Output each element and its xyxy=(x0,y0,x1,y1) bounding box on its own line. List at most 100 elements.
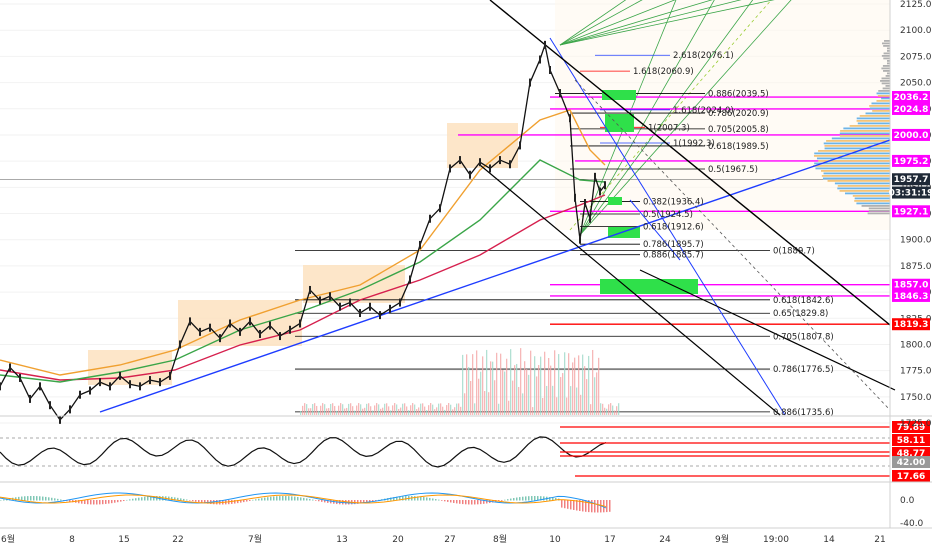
volume-bar xyxy=(616,406,618,415)
volume-bar xyxy=(496,352,498,415)
volume-bar xyxy=(448,403,450,415)
price-candle xyxy=(549,65,551,74)
volume-bar xyxy=(376,403,378,415)
profile-bar xyxy=(881,82,890,85)
macd-histogram-bar xyxy=(276,496,278,501)
fib-level-label: 0.786(1776.5) xyxy=(773,365,834,375)
profile-bar xyxy=(859,115,890,117)
profile-bar xyxy=(868,210,890,212)
macd-histogram-bar xyxy=(480,500,482,505)
macd-histogram-bar xyxy=(402,496,404,501)
macd-histogram-bar xyxy=(486,500,488,504)
macd-histogram-bar xyxy=(588,500,590,513)
price-candle xyxy=(9,363,11,372)
volume-bar xyxy=(618,403,620,415)
price-candle xyxy=(449,164,451,173)
profile-bar xyxy=(883,52,890,55)
macd-histogram-bar xyxy=(498,500,500,502)
macd-histogram-bar xyxy=(576,500,578,511)
profile-bar xyxy=(887,60,890,62)
macd-histogram-bar xyxy=(555,497,557,501)
rsi-tag xyxy=(892,470,930,482)
macd-signal-line xyxy=(0,494,607,508)
macd-histogram-bar xyxy=(294,496,296,501)
fib-level-label: 0(1889.7) xyxy=(773,246,815,256)
macd-histogram-bar xyxy=(396,496,398,501)
volume-bar xyxy=(576,387,578,415)
macd-histogram-bar xyxy=(471,500,473,505)
macd-histogram-bar xyxy=(579,500,581,512)
price-tag-label: 2024.8 xyxy=(894,105,929,115)
volume-bar xyxy=(578,355,580,415)
macd-histogram-bar xyxy=(291,496,293,501)
volume-bar xyxy=(462,354,464,415)
macd-histogram-bar xyxy=(93,500,95,505)
volume-bar xyxy=(520,348,522,415)
macd-histogram-bar xyxy=(279,496,281,501)
rsi-tag xyxy=(892,421,930,433)
time-tick-label: 14 xyxy=(823,535,835,545)
fan-line-lower xyxy=(579,0,677,236)
fan-line-lower xyxy=(579,0,715,236)
volume-bar xyxy=(548,358,550,415)
macd-histogram-bar xyxy=(477,500,479,505)
price-tag-label: 2036.2 xyxy=(894,93,929,103)
volume-bar xyxy=(366,403,368,415)
price-candle xyxy=(409,275,411,284)
profile-bar xyxy=(831,137,890,140)
fib-level-label: 0.786(1895.7) xyxy=(643,240,704,250)
price-candle xyxy=(59,415,61,424)
price-candle xyxy=(309,285,311,294)
volume-bar xyxy=(488,392,490,415)
price-tag xyxy=(892,102,930,115)
price-tick-label: 2050.0 xyxy=(900,79,932,89)
price-tag-label: 1857.0 xyxy=(894,281,929,291)
macd-histogram-bar xyxy=(72,500,74,503)
fib-level-label: 0.786(2020.9) xyxy=(708,109,769,119)
macd-histogram-bar xyxy=(21,496,23,501)
volume-bar xyxy=(358,403,360,415)
profile-bar xyxy=(814,162,890,165)
profile-bar xyxy=(843,127,890,130)
macd-histogram-bar xyxy=(273,496,275,501)
macd-histogram-bar xyxy=(549,497,551,501)
profile-bar xyxy=(854,197,890,200)
macd-histogram-bar xyxy=(423,497,425,501)
macd-histogram-bar xyxy=(393,497,395,501)
price-series xyxy=(0,40,606,424)
macd-histogram-bar xyxy=(282,496,284,501)
macd-histogram-bar xyxy=(153,496,155,501)
volume-bar xyxy=(476,350,478,415)
profile-bar xyxy=(881,55,890,57)
price-tick-label: 2100.0 xyxy=(900,26,932,36)
volume-bar xyxy=(382,407,384,415)
volume-bar xyxy=(302,405,304,415)
green-target-boxes xyxy=(600,90,698,294)
profile-bar xyxy=(856,120,890,122)
fan-line xyxy=(559,0,676,46)
macd-histogram-bar xyxy=(99,500,101,505)
volume-bar xyxy=(460,406,462,415)
trend-line xyxy=(574,79,891,411)
fib-fan-lines xyxy=(559,0,792,236)
macd-histogram-bar xyxy=(147,496,149,501)
price-tags: 2036.2 2024.8 2000.0 1975.2 1957.7 03:31:19 19… xyxy=(889,91,932,331)
fan-line xyxy=(559,0,643,46)
time-tick-label: 9월 xyxy=(715,533,729,545)
fib-level-label: 0.618(1842.6) xyxy=(773,296,834,306)
ema-orange-line xyxy=(0,109,606,376)
price-candle xyxy=(369,302,371,311)
profile-bar xyxy=(878,90,890,92)
time-tick-label: 6월 xyxy=(1,533,15,545)
price-candle xyxy=(239,327,241,336)
volume-bar xyxy=(470,381,472,415)
macd-histogram-bar xyxy=(123,500,125,502)
macd-histogram-bar xyxy=(504,499,506,501)
rsi-tag-label: 48.77 xyxy=(897,449,925,459)
price-tag-label: 1846.3 xyxy=(894,292,929,302)
macd-histogram-bar xyxy=(186,499,188,501)
macd-histogram-bar xyxy=(150,496,152,501)
profile-bar xyxy=(827,180,890,182)
price-candle xyxy=(169,371,171,380)
